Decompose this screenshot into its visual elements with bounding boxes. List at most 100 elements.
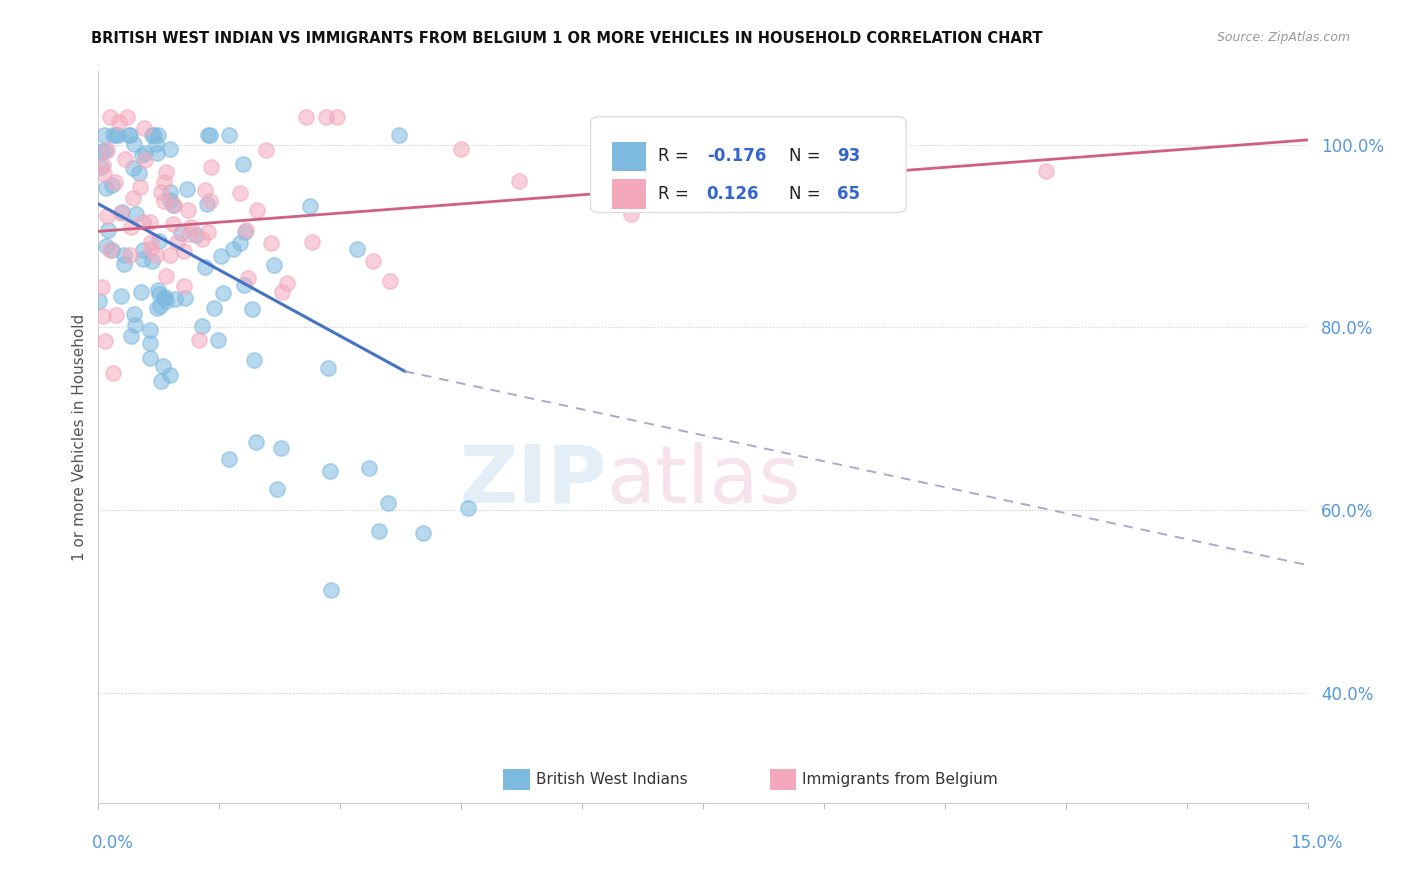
Point bbox=[233, 277, 256, 292]
Point bbox=[457, 501, 479, 516]
Text: Immigrants from Belgium: Immigrants from Belgium bbox=[803, 772, 998, 787]
Point bbox=[122, 136, 145, 151]
Point bbox=[132, 121, 155, 136]
Point bbox=[124, 318, 146, 333]
Text: 0.0%: 0.0% bbox=[91, 834, 134, 852]
Point bbox=[121, 191, 143, 205]
Point bbox=[155, 165, 177, 179]
Point bbox=[202, 301, 225, 316]
Point bbox=[112, 257, 135, 271]
Point bbox=[361, 253, 384, 268]
Point bbox=[90, 161, 112, 175]
Point bbox=[159, 193, 181, 207]
Point bbox=[176, 182, 198, 196]
Point bbox=[229, 186, 252, 200]
Point bbox=[101, 244, 124, 258]
Point bbox=[110, 289, 132, 303]
Point bbox=[254, 143, 277, 157]
Point bbox=[97, 223, 120, 237]
Point bbox=[148, 234, 170, 248]
Bar bbox=[503, 769, 530, 789]
Point bbox=[200, 160, 222, 174]
Point bbox=[129, 285, 152, 299]
Text: -0.176: -0.176 bbox=[707, 147, 766, 165]
Point bbox=[128, 166, 150, 180]
Point bbox=[207, 333, 229, 347]
Text: R =: R = bbox=[658, 185, 695, 203]
Point bbox=[96, 143, 118, 157]
Point bbox=[118, 128, 141, 143]
Point bbox=[94, 181, 117, 195]
Text: ZIP: ZIP bbox=[458, 442, 606, 520]
Point bbox=[89, 293, 111, 308]
Point bbox=[191, 318, 214, 333]
Point bbox=[112, 248, 135, 262]
Point bbox=[271, 285, 294, 300]
Text: British West Indians: British West Indians bbox=[536, 772, 688, 787]
Point bbox=[132, 215, 155, 229]
Point bbox=[129, 180, 152, 194]
Point bbox=[233, 225, 256, 239]
Point bbox=[111, 205, 134, 219]
Point bbox=[301, 235, 323, 249]
Text: 93: 93 bbox=[837, 147, 860, 165]
Point bbox=[195, 197, 218, 211]
Y-axis label: 1 or more Vehicles in Household: 1 or more Vehicles in Household bbox=[72, 313, 87, 561]
Text: 15.0%: 15.0% bbox=[1291, 834, 1343, 852]
Point bbox=[180, 220, 202, 235]
Point bbox=[260, 236, 283, 251]
Point bbox=[508, 174, 530, 188]
Point bbox=[94, 239, 117, 253]
Text: 65: 65 bbox=[837, 185, 860, 203]
Point bbox=[141, 242, 163, 256]
Point bbox=[319, 582, 342, 597]
Point bbox=[191, 232, 214, 246]
Bar bbox=[613, 179, 647, 209]
Point bbox=[152, 291, 174, 305]
Point bbox=[412, 526, 434, 541]
Point bbox=[359, 461, 381, 475]
Point bbox=[143, 128, 166, 143]
Point bbox=[131, 148, 153, 162]
Point bbox=[165, 292, 187, 306]
Text: 0.126: 0.126 bbox=[707, 185, 759, 203]
Point bbox=[145, 248, 167, 262]
Text: R =: R = bbox=[658, 147, 695, 165]
Point bbox=[163, 198, 186, 212]
Point bbox=[326, 110, 349, 124]
Point bbox=[145, 146, 167, 161]
Point bbox=[159, 248, 181, 262]
Point bbox=[197, 225, 219, 239]
Point bbox=[263, 259, 285, 273]
Point bbox=[101, 128, 124, 143]
Point bbox=[162, 217, 184, 231]
Point bbox=[114, 153, 136, 167]
Point bbox=[450, 142, 472, 156]
Point bbox=[236, 270, 259, 285]
Point bbox=[108, 115, 131, 129]
Point bbox=[245, 434, 267, 449]
Point bbox=[118, 248, 141, 262]
Point bbox=[155, 294, 177, 309]
Point bbox=[240, 302, 263, 317]
Point bbox=[218, 452, 240, 467]
Point bbox=[155, 290, 177, 304]
Point bbox=[298, 199, 321, 213]
Point bbox=[155, 269, 177, 284]
Point bbox=[94, 334, 117, 349]
Point bbox=[146, 284, 169, 298]
Point bbox=[315, 110, 337, 124]
Point bbox=[91, 158, 114, 172]
Point bbox=[98, 243, 121, 257]
Point bbox=[169, 226, 191, 240]
Point bbox=[91, 309, 114, 323]
Point bbox=[162, 198, 184, 212]
Point bbox=[187, 333, 209, 347]
Point bbox=[110, 206, 132, 220]
Point bbox=[139, 323, 162, 337]
Point bbox=[316, 361, 339, 376]
Bar bbox=[769, 769, 796, 789]
Point bbox=[120, 328, 142, 343]
Point bbox=[115, 110, 138, 124]
Point bbox=[139, 336, 162, 351]
